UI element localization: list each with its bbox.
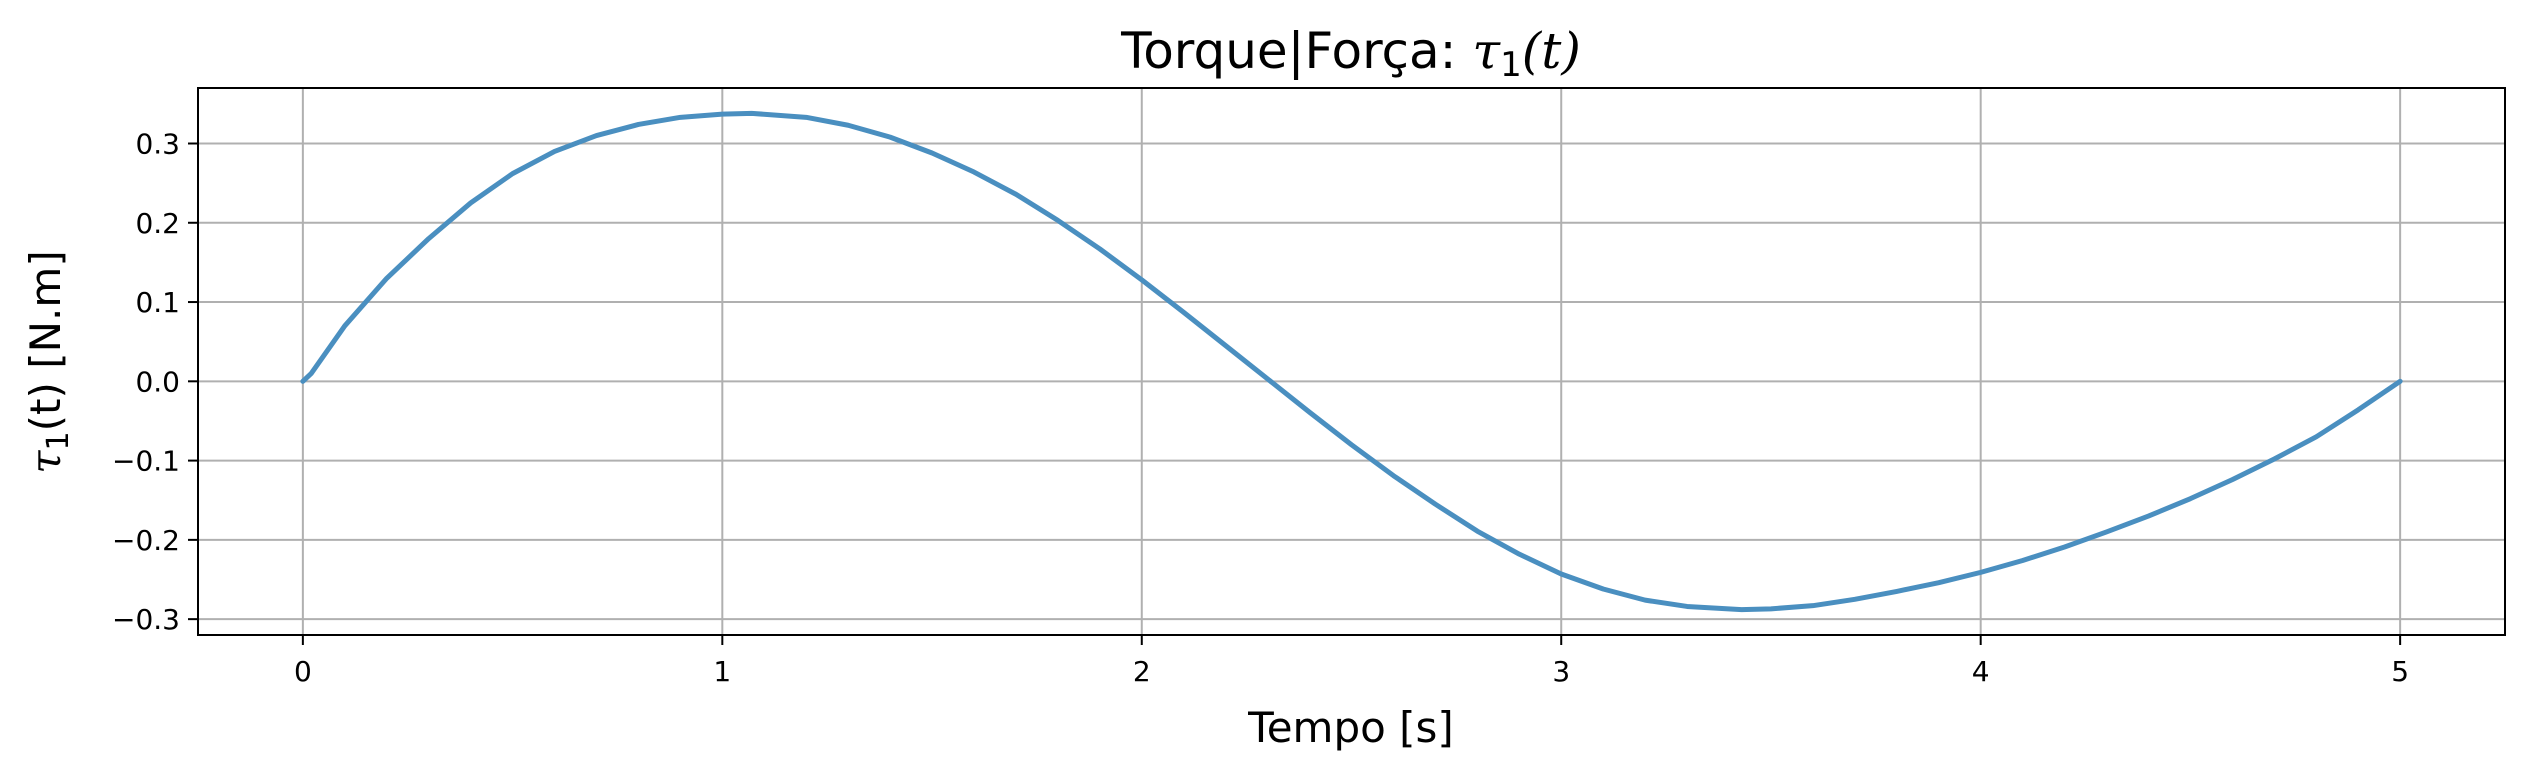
plot-frame [197, 87, 2506, 636]
y-tick-label: 0.2 [135, 207, 180, 240]
x-tick-label: 0 [294, 655, 312, 688]
x-tick-label: 3 [1552, 655, 1570, 688]
chart-title-sub: 1 [1500, 45, 1522, 85]
x-tick-label: 1 [713, 655, 731, 688]
x-axis-ticks: 0 1 2 3 4 5 [294, 635, 2409, 688]
y-tick-label: −0.3 [112, 603, 180, 636]
y-axis-label-suffix: (t) [N.m] [21, 250, 70, 431]
y-tick-label: −0.2 [112, 524, 180, 557]
y-tick-label: 0.3 [135, 127, 180, 160]
y-axis-label: τ1(t) [N.m] [21, 250, 76, 473]
chart-title-math: τ [1472, 22, 1501, 80]
chart-title-suffix: (t) [1522, 22, 1581, 80]
y-axis-ticks: −0.3 −0.2 −0.1 0.0 0.1 0.2 0.3 [112, 127, 198, 636]
chart-title-prefix: Torque|Força: [1120, 22, 1472, 80]
grid-lines [198, 88, 2505, 635]
y-tick-label: 0.0 [135, 365, 180, 398]
y-axis-label-sub: 1 [41, 431, 76, 450]
series-line-tau1 [300, 110, 2403, 613]
x-tick-label: 4 [1972, 655, 1990, 688]
x-axis-label: Tempo [s] [1247, 703, 1454, 752]
chart-title: Torque|Força: τ1(t) [1120, 22, 1581, 85]
y-tick-label: 0.1 [135, 286, 180, 319]
y-axis-label-math: τ [21, 450, 70, 474]
x-tick-label: 5 [2391, 655, 2409, 688]
x-tick-label: 2 [1133, 655, 1151, 688]
y-tick-label: −0.1 [112, 445, 180, 478]
